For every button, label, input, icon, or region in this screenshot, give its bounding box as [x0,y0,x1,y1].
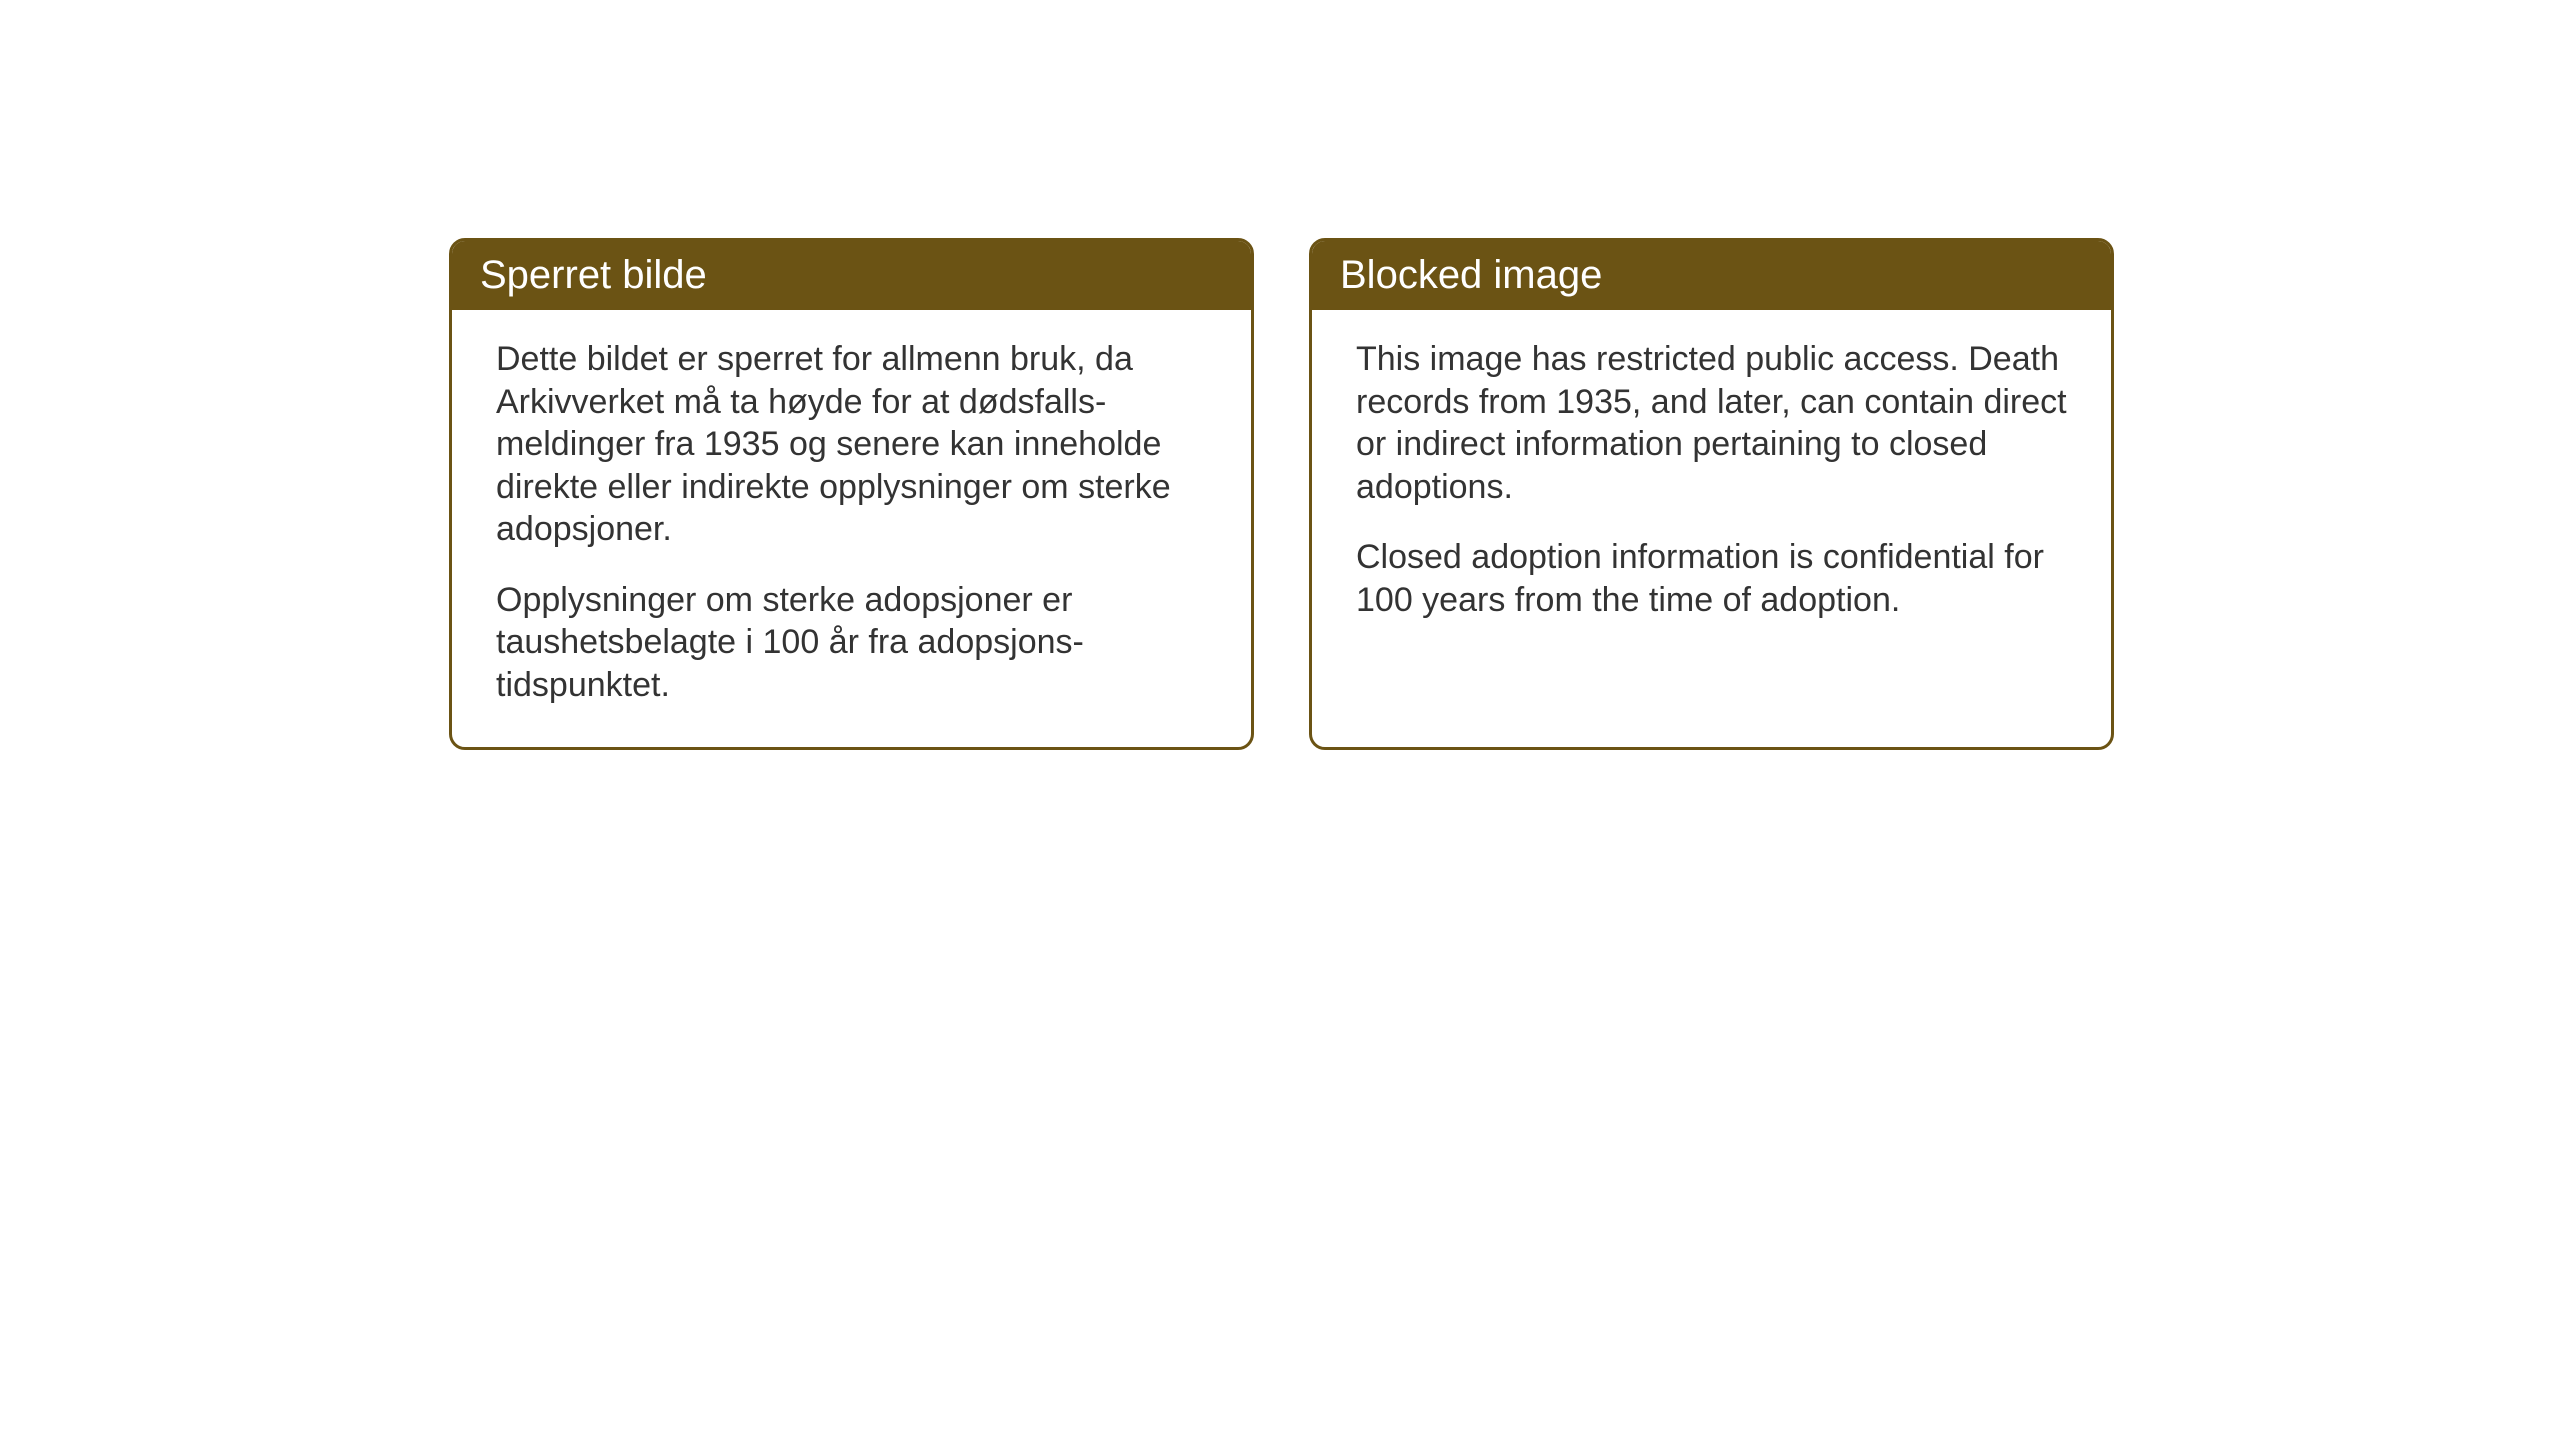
english-paragraph-2: Closed adoption information is confident… [1356,536,2067,621]
english-card-body: This image has restricted public access.… [1312,310,2111,661]
norwegian-paragraph-2: Opplysninger om sterke adopsjoner er tau… [496,579,1207,707]
norwegian-card-title: Sperret bilde [452,241,1251,310]
norwegian-paragraph-1: Dette bildet er sperret for allmenn bruk… [496,338,1207,551]
norwegian-notice-card: Sperret bilde Dette bildet er sperret fo… [449,238,1254,750]
norwegian-card-body: Dette bildet er sperret for allmenn bruk… [452,310,1251,746]
english-paragraph-1: This image has restricted public access.… [1356,338,2067,508]
english-card-title: Blocked image [1312,241,2111,310]
notice-cards-container: Sperret bilde Dette bildet er sperret fo… [449,238,2114,750]
english-notice-card: Blocked image This image has restricted … [1309,238,2114,750]
